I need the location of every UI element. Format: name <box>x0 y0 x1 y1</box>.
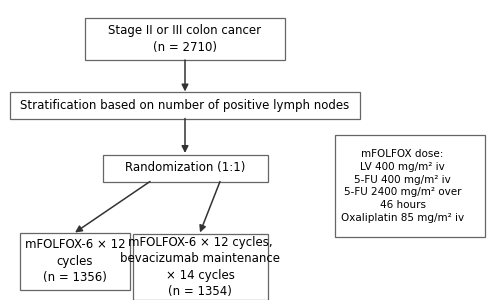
Text: mFOLFOX-6 × 12
cycles
(n = 1356): mFOLFOX-6 × 12 cycles (n = 1356) <box>24 238 126 284</box>
FancyBboxPatch shape <box>10 92 360 118</box>
FancyBboxPatch shape <box>102 154 268 182</box>
FancyBboxPatch shape <box>85 18 285 60</box>
Text: Stage II or III colon cancer
(n = 2710): Stage II or III colon cancer (n = 2710) <box>108 24 262 54</box>
Text: Randomization (1:1): Randomization (1:1) <box>125 161 245 175</box>
Text: mFOLFOX-6 × 12 cycles,
bevacizumab maintenance
× 14 cycles
(n = 1354): mFOLFOX-6 × 12 cycles, bevacizumab maint… <box>120 236 280 298</box>
FancyBboxPatch shape <box>335 135 485 237</box>
FancyBboxPatch shape <box>20 232 130 290</box>
FancyBboxPatch shape <box>132 234 268 300</box>
Text: Stratification based on number of positive lymph nodes: Stratification based on number of positi… <box>20 98 349 112</box>
Text: mFOLFOX dose:
LV 400 mg/m² iv
5-FU 400 mg/m² iv
5-FU 2400 mg/m² over
46 hours
Ox: mFOLFOX dose: LV 400 mg/m² iv 5-FU 400 m… <box>341 149 464 223</box>
